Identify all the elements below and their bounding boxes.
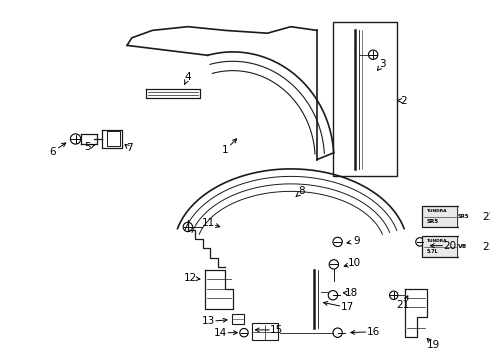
Text: 15: 15 [270, 325, 283, 335]
Text: 2: 2 [400, 96, 406, 105]
Text: 20: 20 [443, 240, 457, 251]
Text: 17: 17 [341, 302, 354, 312]
Bar [333, 22, 396, 176]
Text: 8: 8 [299, 186, 305, 196]
Text: 9: 9 [353, 236, 360, 246]
Text: SR5: SR5 [426, 219, 439, 224]
Text: V8: V8 [458, 244, 467, 249]
Text: 3: 3 [379, 59, 386, 69]
Text: 13: 13 [202, 316, 215, 327]
Bar [251, 323, 278, 340]
Bar [232, 314, 244, 324]
Text: 4: 4 [185, 72, 191, 82]
Text: 5.7L: 5.7L [426, 249, 438, 254]
Text: 5: 5 [84, 143, 91, 152]
Bar [422, 206, 480, 227]
Text: 6: 6 [49, 147, 55, 157]
Text: 21: 21 [396, 300, 410, 310]
Text: TUNDRA: TUNDRA [426, 210, 447, 213]
Text: 12: 12 [184, 273, 197, 283]
Text: 11: 11 [202, 218, 215, 228]
Text: 14: 14 [214, 328, 227, 338]
Text: SR5: SR5 [457, 214, 469, 219]
Text: 16: 16 [367, 327, 380, 337]
Bar [422, 236, 480, 257]
Text: 18: 18 [345, 288, 358, 298]
Text: TUNDRA: TUNDRA [426, 239, 447, 243]
Text: 22: 22 [483, 212, 490, 222]
Text: 1: 1 [222, 145, 229, 155]
Text: 7: 7 [126, 143, 133, 153]
Text: 23: 23 [483, 242, 490, 252]
Text: 10: 10 [348, 258, 361, 269]
Text: 19: 19 [426, 340, 440, 350]
